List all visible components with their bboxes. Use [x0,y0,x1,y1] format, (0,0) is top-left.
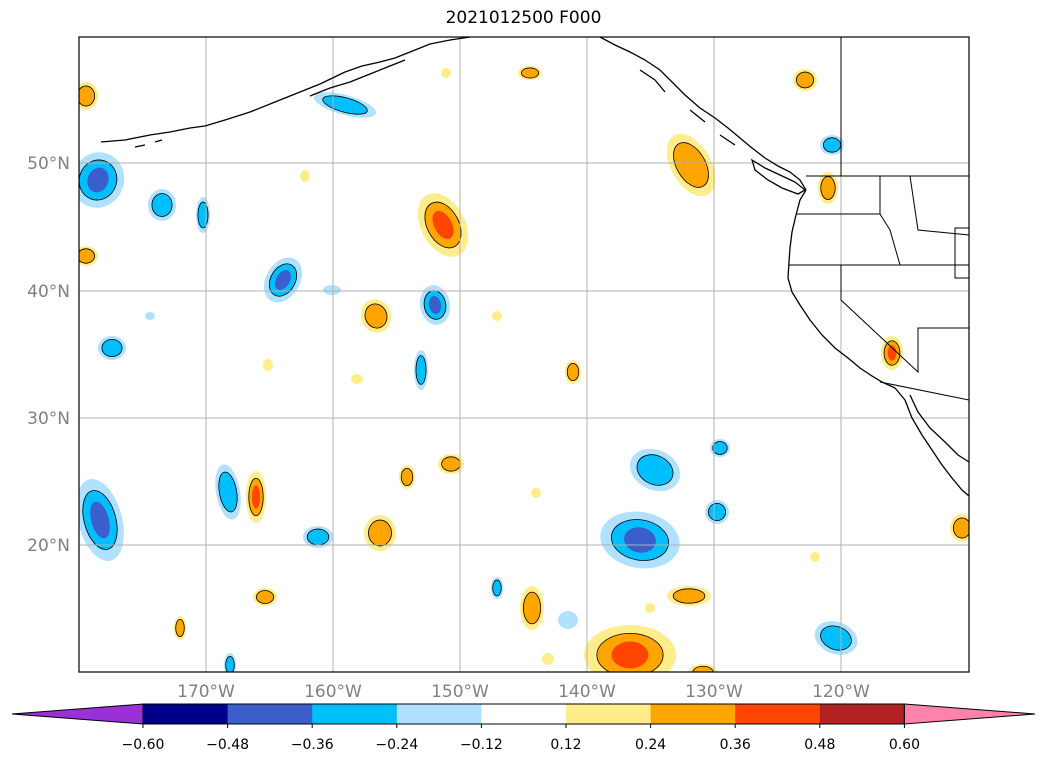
colorbar-segment [566,704,652,724]
lon-label-160w: 160°W [304,682,362,702]
colorbar-tick-label: 0.12 [550,737,581,753]
positive-anomaly [351,374,363,384]
negative-anomaly [264,257,302,303]
positive-anomaly [360,299,392,333]
positive-anomaly [565,360,581,384]
negative-anomaly [705,500,729,524]
colorbar-segment [396,704,482,724]
positive-anomaly [689,664,717,672]
positive-anomaly [253,588,277,606]
negative-anomaly [224,653,236,672]
positive-anomaly [520,586,544,630]
positive-anomaly [441,68,451,78]
coastlines [100,37,969,497]
colorbar-segment [735,704,821,724]
colorbar-tick-label: 0.24 [635,737,666,753]
negative-anomaly [145,312,155,320]
positive-anomaly [793,69,817,91]
positive-anomaly [417,193,469,257]
lon-label-150w: 150°W [431,682,489,702]
longitude-labels: 170°W 160°W 150°W 140°W 130°W 120°W [177,682,870,702]
negative-anomaly [820,135,844,155]
lon-label-120w: 120°W [812,682,870,702]
anomaly-field [79,66,969,672]
colorbar-tick-label: 0.36 [720,737,751,753]
negative-anomaly [419,285,451,325]
colorbar-tick-label: 0.48 [804,737,835,753]
positive-anomaly [810,552,820,562]
positive-anomaly [79,246,98,266]
negative-anomaly [600,511,680,569]
colorbar-outline [142,703,905,725]
colorbar-extend-low [11,703,144,725]
colorbar-tick-label: 0.60 [889,737,920,753]
colorbar-segment [227,704,313,724]
positive-anomaly [667,586,711,606]
positive-anomaly [542,653,554,665]
negative-anomaly [303,526,333,548]
colorbar-tick-label: −0.36 [291,737,334,753]
positive-anomaly [79,82,98,110]
map-title: 2021012500 F000 [445,8,602,28]
colorbar-tick-label: −0.12 [460,737,503,753]
lat-label-40: 40°N [27,282,70,302]
map-frame [78,36,970,673]
negative-anomaly [79,479,124,561]
negative-anomaly [814,621,858,655]
positive-anomaly [818,172,838,204]
positive-anomaly [364,515,396,551]
colorbar-segment [650,704,736,724]
lon-label-130w: 130°W [685,682,743,702]
negative-anomaly [710,439,730,457]
positive-anomaly [531,488,541,498]
negative-anomaly [148,189,176,221]
positive-anomaly [584,625,676,672]
colorbar-segment [312,704,398,724]
positive-anomaly [518,66,542,80]
latitude-labels: 20°N 30°N 40°N 50°N [27,154,70,556]
colorbar-tick-label: −0.24 [375,737,418,753]
negative-anomaly [491,577,503,599]
negative-anomaly [215,464,241,520]
colorbar-segment [819,704,905,724]
negative-anomaly [323,285,341,295]
positive-anomaly [950,514,969,542]
lat-label-30: 30°N [27,409,70,429]
negative-anomaly [629,448,681,492]
colorbar-segment [481,704,567,724]
positive-anomaly [263,359,273,371]
lat-label-20: 20°N [27,536,70,556]
negative-anomaly [558,611,578,629]
negative-anomaly [196,197,210,233]
negative-anomaly [313,92,377,118]
colorbar-tick-label: −0.60 [122,737,165,753]
graticule [79,37,969,672]
lon-label-140w: 140°W [558,682,616,702]
positive-anomaly [666,133,716,197]
positive-anomaly [300,170,310,182]
negative-anomaly [98,336,126,360]
colorbar-tick-label: −0.48 [206,737,249,753]
positive-anomaly [645,603,655,613]
state-borders [789,37,969,401]
colorbar-segment [143,704,229,724]
positive-anomaly [174,616,186,640]
lat-label-50: 50°N [27,154,70,174]
positive-anomaly [438,454,464,474]
lon-label-170w: 170°W [177,682,235,702]
positive-anomaly [492,311,502,321]
negative-anomaly [79,152,125,208]
colorbar: −0.60 −0.48 −0.36 −0.24 −0.12 0.12 0.24 0.36 0.4… [11,703,1036,753]
negative-anomaly [414,350,428,390]
positive-anomaly [399,465,415,489]
colorbar-extend-high [903,703,1036,725]
positive-anomaly [246,471,266,523]
